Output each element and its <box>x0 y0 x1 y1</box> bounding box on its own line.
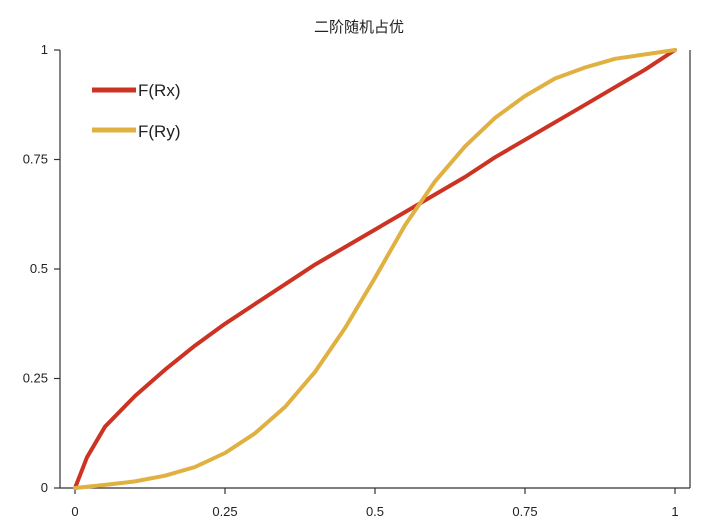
y-tick-label: 0.5 <box>30 261 48 276</box>
x-axis: 0 0.25 0.5 0.75 1 <box>60 487 690 519</box>
legend-label-ry: F(Ry) <box>138 122 180 141</box>
x-tick-label: 0.5 <box>366 504 384 519</box>
chart-title: 二阶随机占优 <box>314 18 404 36</box>
legend-label-rx: F(Rx) <box>138 81 180 100</box>
legend-item-ry: F(Ry) <box>92 122 180 141</box>
x-tick-label: 0.75 <box>512 504 537 519</box>
legend: F(Rx) F(Ry) <box>92 81 180 141</box>
x-tick-label: 0 <box>71 504 78 519</box>
legend-item-rx: F(Rx) <box>92 81 180 100</box>
x-tick-label: 0.25 <box>212 504 237 519</box>
series-line-ry <box>73 48 677 490</box>
series-line-rx <box>73 48 677 490</box>
y-tick-label: 0.75 <box>23 152 48 167</box>
y-tick-label: 0.25 <box>23 371 48 386</box>
y-tick-label: 1 <box>41 42 48 57</box>
y-tick-label: 0 <box>41 480 48 495</box>
series-lines <box>73 48 677 490</box>
y-axis: 0 0.25 0.5 0.75 1 <box>23 42 61 495</box>
x-tick-label: 1 <box>671 504 678 519</box>
